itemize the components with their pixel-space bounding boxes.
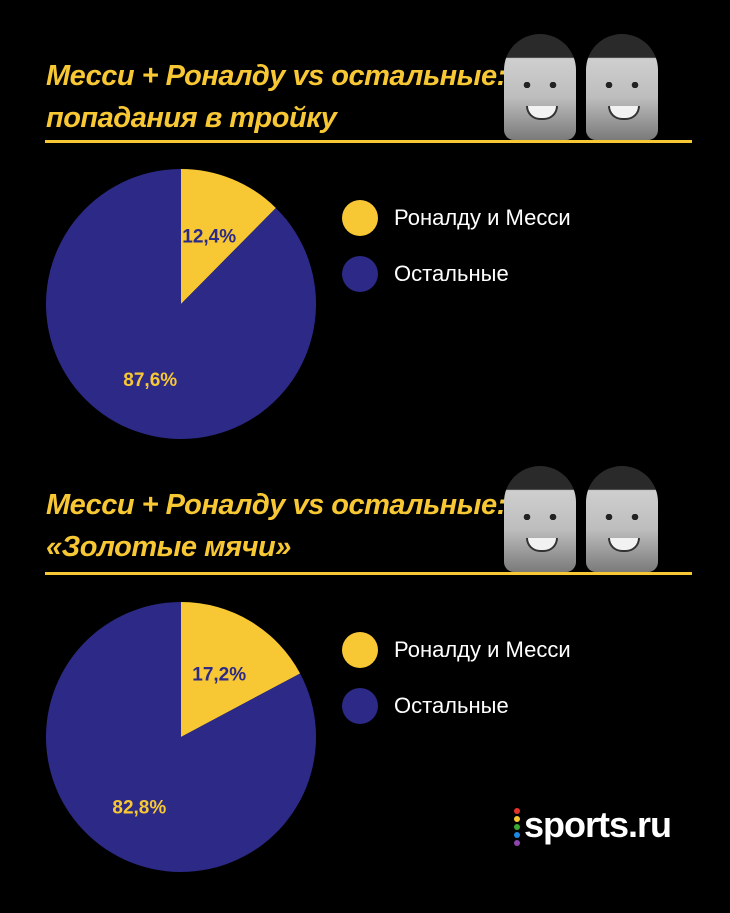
players-photo: [500, 30, 665, 140]
legend-swatch-yellow: [342, 200, 378, 236]
pie-label-others: 82,8%: [112, 797, 166, 818]
legend-label: Роналду и Месси: [394, 205, 571, 230]
pie-label-ronaldo-messi: 12,4%: [182, 226, 236, 247]
logo-dots-icon: [514, 807, 520, 847]
legend: Роналду и Месси Остальные: [342, 200, 571, 312]
legend-item-ronaldo-messi: Роналду и Месси: [342, 200, 571, 236]
legend-label: Остальные: [394, 261, 509, 286]
logo-text: sports.ru: [524, 804, 672, 845]
legend-label: Остальные: [394, 693, 509, 718]
legend: Роналду и Месси Остальные: [342, 632, 571, 744]
pie-chart: 17,2% 82,8%: [46, 602, 317, 872]
title-line-2: «Золотые мячи»: [46, 531, 291, 563]
pie-chart: 12,4% 87,6%: [46, 169, 317, 439]
legend-item-others: Остальные: [342, 256, 571, 292]
pie-slice-ronaldo-messi: [181, 602, 301, 737]
chart-title: Месси + Роналду vs остальные: «Золотые м…: [46, 484, 506, 568]
sports-ru-logo[interactable]: sports.ru: [514, 800, 714, 850]
players-photo: [500, 462, 665, 572]
title-line-2: попадания в тройку: [46, 102, 337, 134]
title-line-1: Месси + Роналду vs остальные:: [46, 60, 506, 92]
messi-photo: [586, 34, 658, 140]
title-divider: [45, 140, 692, 143]
pie-slice-others: [46, 169, 317, 439]
legend-item-others: Остальные: [342, 688, 571, 724]
messi-photo: [586, 466, 658, 572]
chart-section-1: Месси + Роналду vs остальные: попадания …: [0, 0, 730, 450]
title-line-1: Месси + Роналду vs остальные:: [46, 489, 506, 521]
chart-title: Месси + Роналду vs остальные: попадания …: [46, 55, 506, 139]
pie-label-ronaldo-messi: 17,2%: [192, 664, 246, 685]
pie-label-others: 87,6%: [123, 370, 177, 391]
legend-label: Роналду и Месси: [394, 637, 571, 662]
legend-swatch-blue: [342, 688, 378, 724]
pie-slice-ronaldo-messi: [181, 169, 276, 304]
pie-slice-others: [46, 602, 317, 872]
ronaldo-photo: [504, 466, 576, 572]
title-divider: [45, 572, 692, 575]
ronaldo-photo: [504, 34, 576, 140]
legend-swatch-blue: [342, 256, 378, 292]
legend-swatch-yellow: [342, 632, 378, 668]
legend-item-ronaldo-messi: Роналду и Месси: [342, 632, 571, 668]
